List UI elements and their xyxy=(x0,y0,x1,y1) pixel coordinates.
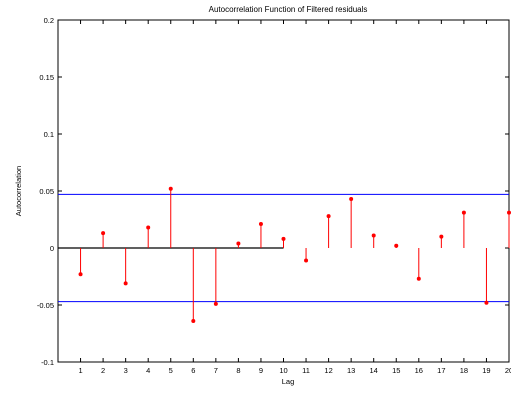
x-tick-label: 1 xyxy=(78,366,82,375)
x-tick-label: 15 xyxy=(392,366,400,375)
stem-lag-18 xyxy=(461,210,466,248)
x-tick-label: 2 xyxy=(101,366,105,375)
stem-lag-10 xyxy=(281,236,286,248)
x-tick-label: 14 xyxy=(370,366,378,375)
y-tick-label: -0.05 xyxy=(37,301,54,310)
x-tick-label: 17 xyxy=(437,366,445,375)
stem-marker xyxy=(461,210,466,215)
stem-lag-9 xyxy=(258,222,263,248)
stem-lag-6 xyxy=(191,248,196,323)
stem-marker xyxy=(101,231,106,236)
x-tick-label: 8 xyxy=(236,366,240,375)
x-tick-label: 3 xyxy=(124,366,128,375)
stem-marker xyxy=(168,186,173,191)
x-tick-label: 19 xyxy=(482,366,490,375)
stem-lag-4 xyxy=(146,225,151,248)
x-tick-label: 12 xyxy=(324,366,332,375)
stem-marker xyxy=(507,210,511,215)
stem-lag-20 xyxy=(507,210,511,248)
stem-lag-3 xyxy=(123,248,128,286)
y-tick-label: 0.1 xyxy=(44,130,54,139)
stem-marker xyxy=(146,225,151,230)
stem-lag-14 xyxy=(371,233,376,248)
x-axis-label: Lag xyxy=(282,377,295,386)
x-tick-label: 6 xyxy=(191,366,195,375)
stem-lag-16 xyxy=(416,248,421,281)
stem-lag-8 xyxy=(236,241,241,248)
y-tick-label: 0.15 xyxy=(39,73,54,82)
stem-lag-12 xyxy=(326,214,331,248)
stem-marker xyxy=(439,234,444,239)
stem-lag-2 xyxy=(101,231,106,248)
plot-area xyxy=(57,19,510,363)
stem-marker xyxy=(304,258,309,263)
stem-marker xyxy=(258,222,263,227)
stem-marker xyxy=(349,196,354,201)
y-axis-label: Autocorrelation xyxy=(14,166,23,216)
confidence-bounds xyxy=(58,193,509,303)
x-tick-label: 18 xyxy=(460,366,468,375)
stem-marker xyxy=(416,276,421,281)
stem-series xyxy=(78,186,511,323)
stem-marker xyxy=(281,236,286,241)
x-tick-label: 16 xyxy=(415,366,423,375)
stem-lag-15 xyxy=(394,243,399,248)
stem-marker xyxy=(371,233,376,238)
y-tick-label: 0.2 xyxy=(44,16,54,25)
y-tick-label: -0.1 xyxy=(41,358,54,367)
x-tick-label: 20 xyxy=(505,366,511,375)
x-tick-label: 7 xyxy=(214,366,218,375)
x-tick-label: 10 xyxy=(279,366,287,375)
x-tick-label: 5 xyxy=(169,366,173,375)
stem-lag-1 xyxy=(78,248,83,277)
stem-marker xyxy=(326,214,331,219)
stem-marker xyxy=(484,300,489,305)
y-tick-label: 0.05 xyxy=(39,187,54,196)
stem-lag-19 xyxy=(484,248,489,305)
stem-marker xyxy=(213,301,218,306)
stem-marker xyxy=(123,281,128,286)
x-tick-label: 4 xyxy=(146,366,150,375)
chart-title: Autocorrelation Function of Filtered res… xyxy=(209,5,368,14)
stem-marker xyxy=(394,243,399,248)
x-tick-label: 11 xyxy=(302,366,310,375)
stem-lag-13 xyxy=(349,196,354,248)
stem-lag-7 xyxy=(213,248,218,306)
x-tick-label: 13 xyxy=(347,366,355,375)
stem-lag-5 xyxy=(168,186,173,248)
stem-lag-17 xyxy=(439,234,444,248)
stem-marker xyxy=(191,318,196,323)
stem-lag-11 xyxy=(304,248,309,263)
y-tick-label: 0 xyxy=(50,244,54,253)
x-tick-label: 9 xyxy=(259,366,263,375)
x-axis-ticks: 1234567891011121314151617181920 xyxy=(78,20,511,375)
stem-marker xyxy=(78,272,83,277)
stem-marker xyxy=(236,241,241,246)
